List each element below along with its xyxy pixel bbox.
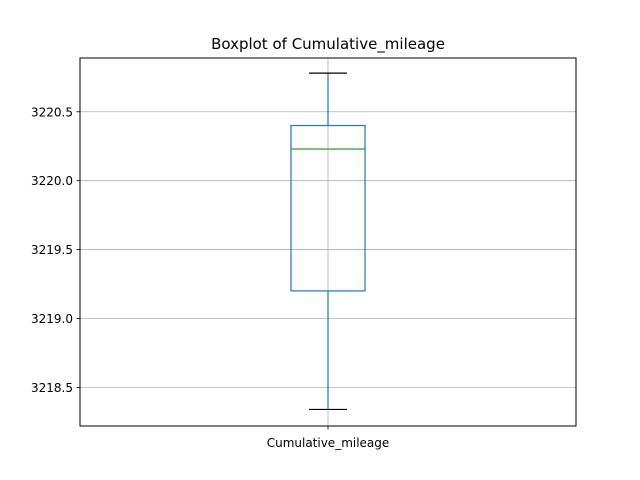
y-tick-label: 3220.0: [31, 174, 73, 188]
x-tick-label: Cumulative_mileage: [267, 436, 390, 450]
y-tick-label: 3219.5: [31, 243, 73, 257]
box-iqr: [290, 124, 366, 292]
y-tick-label: 3218.5: [31, 381, 73, 395]
axis-layer: 3218.5 3219.0 3219.5 3220.0 3220.5 Cumulative…: [31, 105, 389, 450]
y-tick-label: 3219.0: [31, 312, 73, 326]
box-layer: [290, 72, 366, 411]
y-tick-label: 3220.5: [31, 105, 73, 119]
chart-title: Boxplot of Cumulative_mileage: [211, 35, 445, 54]
